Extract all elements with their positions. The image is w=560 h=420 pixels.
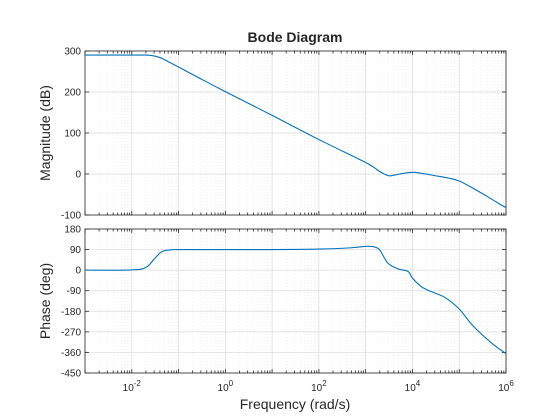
y-tick-label: -450	[61, 369, 81, 380]
phase-ticks	[84, 228, 507, 374]
x-tick-exponent: 6	[509, 379, 514, 388]
x-tick-base: 10	[405, 383, 417, 394]
magnitude-ylabel: Magnitude (dB)	[37, 85, 53, 181]
phase-ytick-labels: -450 -360 -270 -180 -90 0 90 180	[61, 225, 81, 380]
y-tick-label: -360	[61, 348, 81, 359]
x-tick-label: 10-2	[123, 379, 142, 394]
x-tick-base: 10	[218, 383, 230, 394]
x-tick-exponent: 2	[322, 379, 327, 388]
x-tick-label: 102	[311, 379, 327, 394]
y-tick-label: -180	[61, 307, 81, 318]
y-tick-label: 0	[75, 266, 81, 277]
x-tick-exponent: 4	[416, 379, 421, 388]
y-tick-label: 180	[64, 225, 81, 236]
magnitude-grid	[84, 50, 507, 216]
phase-panel: -450 -360 -270 -180 -90 0 90 180 Phase (deg)	[37, 225, 507, 380]
x-tick-base: 10	[498, 383, 510, 394]
phase-ylabel: Phase (deg)	[37, 263, 53, 339]
frequency-tick-labels: 10-2 100 102 104 106	[123, 379, 515, 394]
x-tick-base: 10	[123, 383, 135, 394]
x-tick-exponent: 0	[229, 379, 234, 388]
y-tick-label: 100	[64, 129, 81, 140]
magnitude-panel: -100 0 100 200 300 Magnitude (dB)	[37, 47, 507, 222]
x-tick-label: 100	[218, 379, 234, 394]
y-tick-label: 0	[75, 170, 81, 181]
magnitude-ticks	[84, 50, 507, 216]
phase-series-line	[84, 245, 507, 355]
y-tick-label: -270	[61, 327, 81, 338]
x-tick-exponent: -2	[134, 379, 142, 388]
y-tick-label: 300	[64, 47, 81, 58]
phase-grid	[84, 228, 507, 374]
y-tick-label: 90	[70, 245, 82, 256]
y-tick-label: -100	[61, 211, 81, 222]
x-tick-label: 104	[405, 379, 421, 394]
x-tick-base: 10	[311, 383, 323, 394]
chart-title: Bode Diagram	[248, 29, 343, 45]
magnitude-ytick-labels: -100 0 100 200 300	[61, 47, 81, 222]
x-tick-label: 106	[498, 379, 514, 394]
magnitude-series-line	[85, 54, 507, 209]
y-tick-label: 200	[64, 88, 81, 99]
phase-axes-frame	[84, 228, 507, 374]
frequency-xlabel: Frequency (rad/s)	[240, 396, 350, 412]
y-tick-label: -90	[67, 286, 82, 297]
